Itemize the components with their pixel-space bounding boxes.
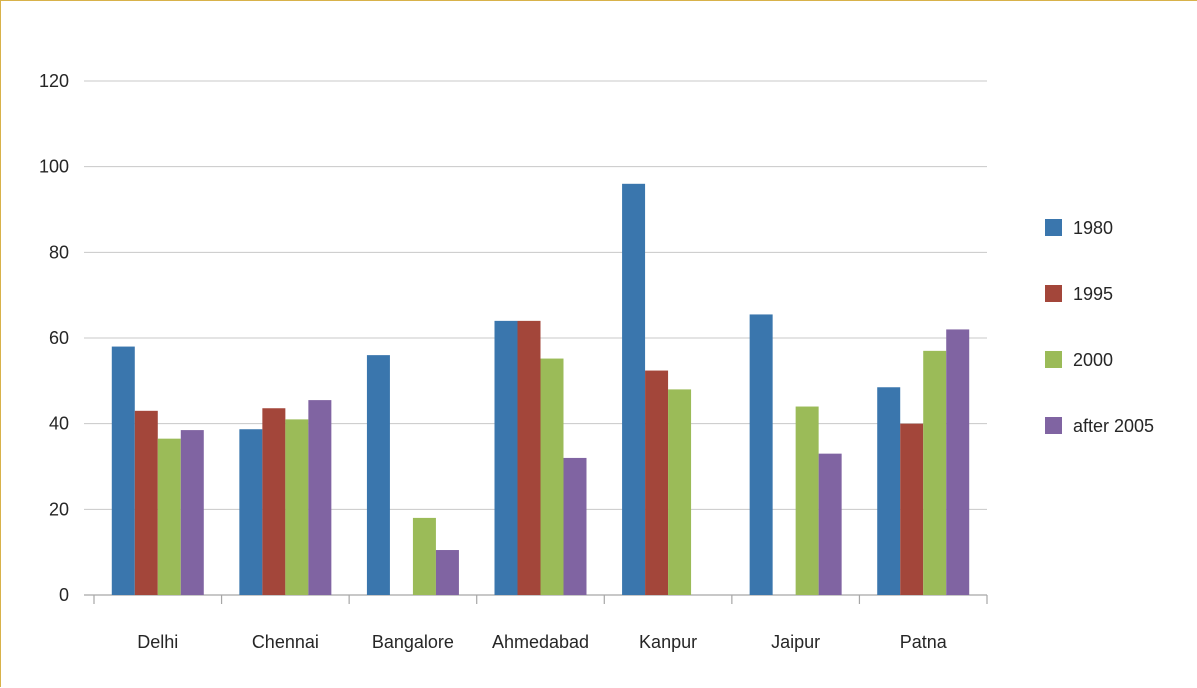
- bar-2000-ahmedabad: [540, 358, 564, 595]
- x-category-label: Patna: [900, 632, 948, 652]
- legend-label: after 2005: [1073, 416, 1154, 436]
- y-tick-label: 80: [49, 242, 69, 262]
- bar-1995-ahmedabad: [517, 320, 541, 595]
- legend-label: 2000: [1073, 350, 1113, 370]
- bar-1995-chennai: [262, 408, 286, 595]
- y-tick-label: 40: [49, 414, 69, 434]
- y-tick-label: 100: [39, 157, 69, 177]
- legend-swatch: [1045, 219, 1062, 236]
- bar-after-2005-ahmedabad: [563, 457, 587, 595]
- legend-swatch: [1045, 417, 1062, 434]
- legend-label: 1995: [1073, 284, 1113, 304]
- bar-1980-chennai: [239, 429, 263, 595]
- bar-1980-kanpur: [622, 183, 646, 596]
- bar-1980-delhi: [111, 346, 135, 595]
- bar-1980-patna: [877, 387, 901, 595]
- bar-after-2005-delhi: [180, 430, 204, 595]
- bar-2000-chennai: [285, 419, 309, 595]
- y-tick-label: 20: [49, 499, 69, 519]
- x-category-label: Ahmedabad: [492, 632, 589, 652]
- x-category-label: Kanpur: [639, 632, 697, 652]
- bar-1995-delhi: [134, 410, 158, 595]
- x-category-label: Chennai: [252, 632, 319, 652]
- x-category-label: Jaipur: [771, 632, 820, 652]
- bar-1980-ahmedabad: [494, 320, 518, 595]
- legend-swatch: [1045, 351, 1062, 368]
- bar-2000-kanpur: [668, 389, 692, 595]
- bar-after-2005-patna: [946, 329, 970, 595]
- bar-1995-kanpur: [645, 370, 669, 595]
- x-category-label: Delhi: [137, 632, 178, 652]
- y-tick-label: 60: [49, 328, 69, 348]
- bar-2000-patna: [923, 350, 947, 595]
- bar-1980-jaipur: [749, 314, 773, 595]
- bar-2000-bangalore: [412, 517, 436, 595]
- bar-1995-patna: [900, 423, 924, 595]
- x-category-label: Bangalore: [372, 632, 454, 652]
- bar-after-2005-chennai: [308, 400, 332, 595]
- bar-1980-bangalore: [366, 355, 390, 595]
- bar-2000-delhi: [157, 438, 181, 595]
- legend-swatch: [1045, 285, 1062, 302]
- bar-after-2005-jaipur: [818, 453, 842, 595]
- bar-2000-jaipur: [795, 406, 819, 595]
- legend-label: 1980: [1073, 218, 1113, 238]
- y-tick-label: 120: [39, 71, 69, 91]
- bar-after-2005-bangalore: [435, 550, 459, 595]
- y-tick-label: 0: [59, 585, 69, 605]
